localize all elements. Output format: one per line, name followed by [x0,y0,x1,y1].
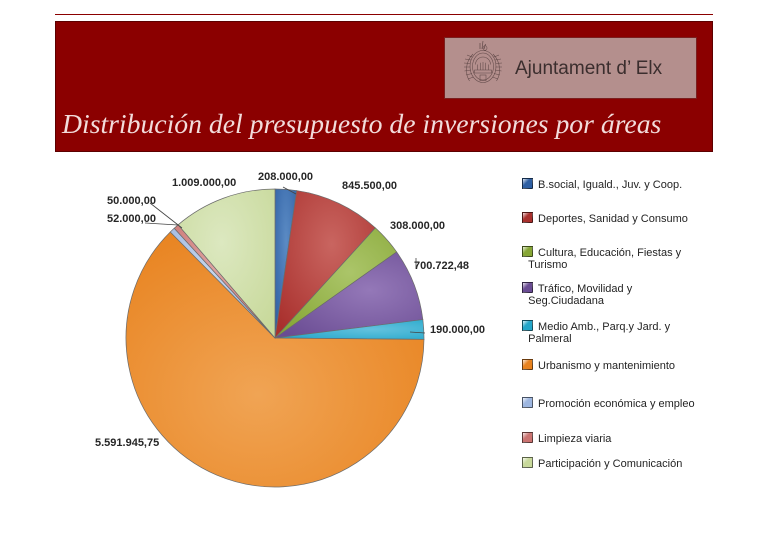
svg-text:308.000,00: 308.000,00 [390,220,445,232]
svg-text:700.722,48: 700.722,48 [414,260,469,272]
svg-text:190.000,00: 190.000,00 [430,324,485,336]
svg-text:845.500,00: 845.500,00 [342,180,397,192]
svg-text:50.000,00: 50.000,00 [107,195,156,207]
svg-text:5.591.945,75: 5.591.945,75 [95,437,159,449]
svg-text:208.000,00: 208.000,00 [258,171,313,183]
svg-text:1.009.000,00: 1.009.000,00 [172,177,236,189]
